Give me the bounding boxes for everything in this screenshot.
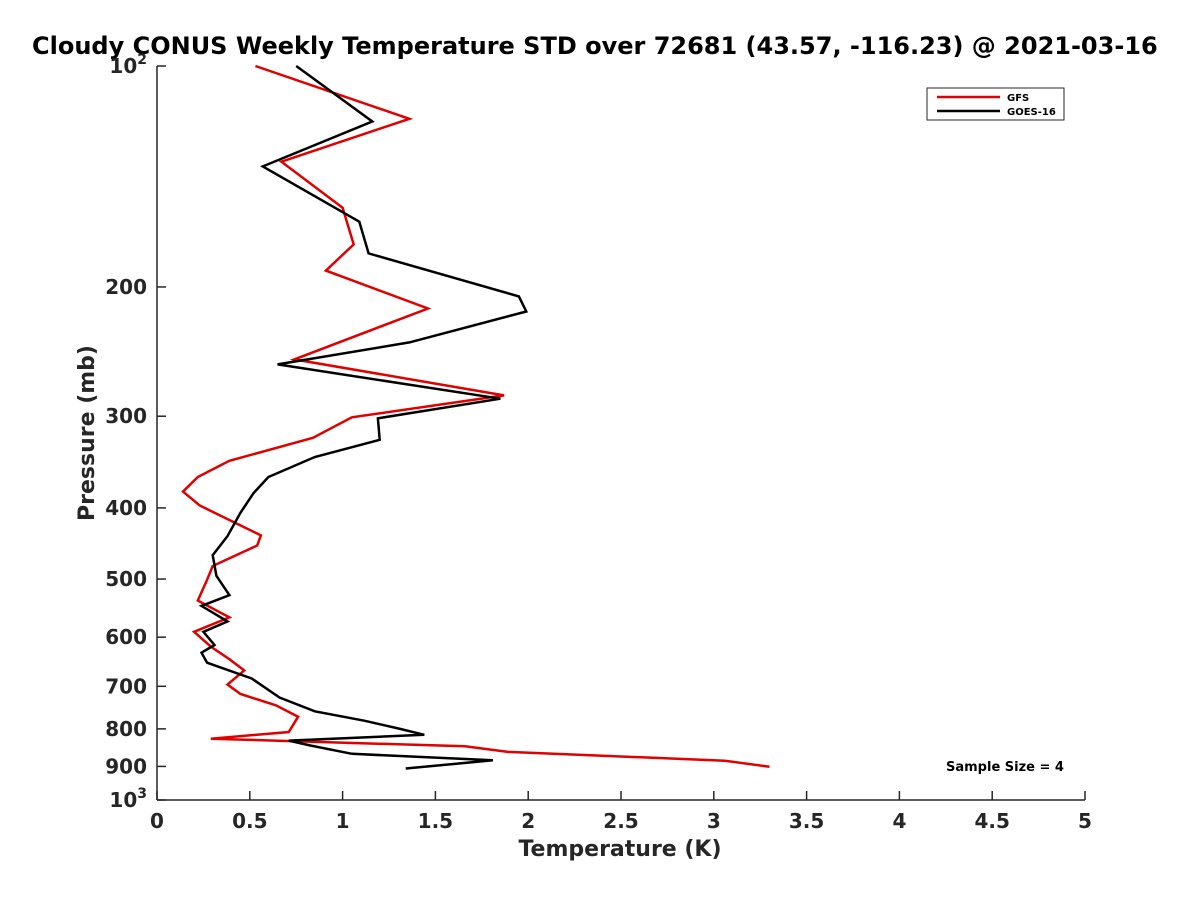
x-axis-label: Temperature (K) (518, 837, 721, 862)
x-tick-label: 1 (336, 809, 350, 833)
y-tick-label: 800 (105, 717, 147, 741)
legend: GFS GOES-16 (926, 87, 1065, 121)
x-tick-label: 2.5 (603, 809, 638, 833)
x-tick-label: 3.5 (789, 809, 824, 833)
y-tick-label: 103 (109, 786, 147, 812)
x-tick-label: 5 (1078, 809, 1092, 833)
x-tick-label: 4.5 (974, 809, 1009, 833)
legend-box (926, 87, 1065, 121)
series-line-gfs (181, 64, 770, 769)
x-tick-label: 2 (521, 809, 535, 833)
y-tick-label: 102 (109, 52, 147, 78)
y-tick-label: 400 (105, 496, 147, 520)
series-line-goes-16 (198, 64, 529, 770)
y-tick-label: 700 (105, 674, 147, 698)
y-tick-label: 300 (105, 404, 147, 428)
sample-size-annotation: Sample Size = 4 (946, 760, 1064, 775)
legend-label: GFS (1007, 93, 1029, 104)
y-axis-label: Pressure (mb) (75, 345, 100, 521)
y-tick-label: 600 (105, 625, 147, 649)
x-tick-label: 0 (150, 809, 164, 833)
axes-layer: 0 0.5 1 1.5 2 2.5 3 3.5 4 4.5 5 102 200 300 400 500 600 7… (105, 52, 1092, 833)
y-tick-label: 900 (105, 754, 147, 778)
y-tick-label: 500 (105, 567, 147, 591)
series-layer (181, 64, 770, 770)
legend-label: GOES-16 (1007, 107, 1056, 118)
chart-title: Cloudy CONUS Weekly Temperature STD over… (32, 32, 1158, 60)
x-tick-label: 4 (892, 809, 906, 833)
x-tick-label: 3 (707, 809, 721, 833)
y-tick-label: 200 (105, 275, 147, 299)
x-tick-label: 0.5 (232, 809, 267, 833)
x-tick-label: 1.5 (418, 809, 453, 833)
